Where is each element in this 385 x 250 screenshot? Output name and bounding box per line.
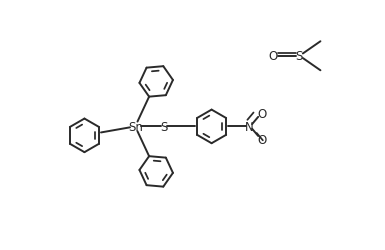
Text: Sn: Sn: [128, 120, 143, 134]
Text: O: O: [268, 50, 278, 63]
Text: O: O: [258, 108, 267, 120]
Text: O: O: [258, 133, 267, 146]
Text: N: N: [245, 120, 254, 134]
Text: S: S: [296, 50, 303, 63]
Text: S: S: [160, 120, 167, 134]
